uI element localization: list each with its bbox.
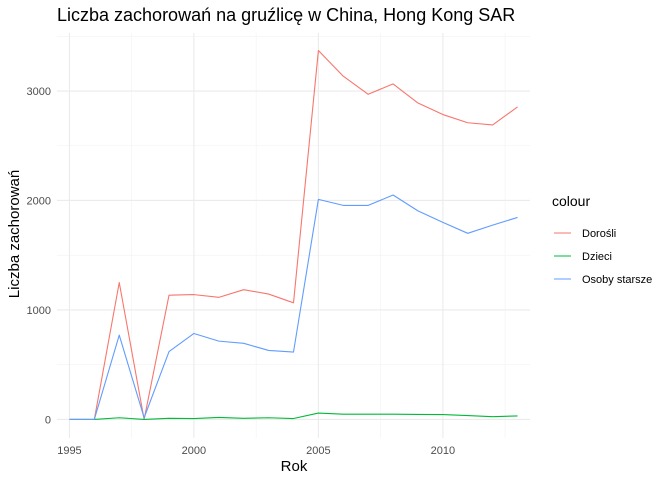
y-axis-title: Liczba zachorowań [6, 170, 23, 298]
y-tick-label: 0 [45, 414, 51, 426]
y-tick-labels: 0 1000 2000 3000 [27, 86, 51, 426]
legend-label-2: Osoby starsze [582, 274, 652, 286]
y-tick-label: 3000 [27, 86, 51, 98]
legend-label-1: Dzieci [582, 251, 612, 263]
x-tick-label: 2000 [182, 445, 206, 457]
series-line-2 [69, 194, 518, 420]
x-tick-label: 2010 [431, 445, 455, 457]
major-gridlines [57, 33, 530, 438]
legend-label-0: Dorośli [582, 228, 616, 240]
chart-title: Liczba zachorowań na gruźlicę w China, H… [57, 5, 515, 25]
series-line-0 [69, 49, 518, 420]
series-line-1 [69, 412, 518, 420]
y-tick-label: 2000 [27, 195, 51, 207]
x-tick-labels: 1995 2000 2005 2010 [57, 445, 455, 457]
legend-title: colour [552, 193, 590, 209]
x-axis-title: Rok [281, 458, 308, 475]
x-tick-label: 1995 [57, 445, 81, 457]
y-tick-label: 1000 [27, 305, 51, 317]
legend: colour Dorośli Dzieci Osoby starsze [552, 193, 652, 286]
series-lines [69, 49, 518, 420]
x-tick-label: 2005 [306, 445, 330, 457]
minor-gridlines [57, 33, 530, 438]
